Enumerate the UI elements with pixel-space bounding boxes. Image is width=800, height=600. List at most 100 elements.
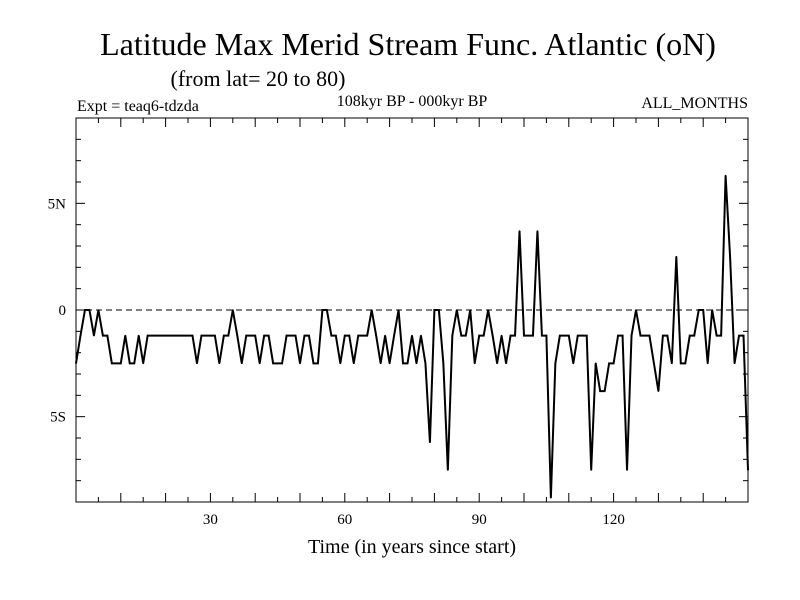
data-point: [402, 362, 404, 365]
data-point: [630, 334, 633, 337]
data-point: [97, 309, 100, 311]
chart-title: Latitude Max Merid Stream Func. Atlantic…: [100, 26, 716, 62]
data-point: [196, 362, 198, 365]
data-point: [550, 496, 552, 499]
data-point: [469, 309, 472, 311]
data-point: [93, 334, 95, 337]
data-point: [267, 334, 270, 337]
data-point: [608, 362, 610, 365]
data-point: [146, 334, 149, 337]
data-point: [572, 362, 575, 365]
data-point: [352, 362, 355, 365]
data-point: [456, 309, 458, 311]
data-point: [397, 309, 400, 311]
data-point: [724, 174, 727, 177]
data-point: [312, 362, 315, 365]
data-point: [411, 334, 413, 337]
x-axis-ticks: [97, 118, 727, 502]
data-point: [164, 334, 167, 337]
data-point: [527, 334, 530, 337]
data-point: [258, 362, 261, 365]
data-point: [500, 334, 503, 337]
data-point: [536, 230, 539, 232]
data-point: [460, 334, 463, 337]
data-point: [115, 362, 118, 365]
data-point: [438, 309, 440, 311]
data-point: [554, 362, 557, 365]
data-point: [433, 309, 436, 311]
data-point: [124, 334, 127, 337]
data-point: [545, 334, 548, 337]
data-point: [473, 362, 476, 365]
data-point: [240, 362, 243, 365]
data-point: [348, 334, 351, 337]
chart-subtitle: (from lat= 20 to 80): [171, 66, 346, 91]
data-point: [344, 334, 346, 337]
data-point: [254, 334, 256, 337]
data-point: [79, 334, 82, 337]
data-point: [223, 334, 225, 337]
x-axis-tick-labels: 30 60 90 120: [203, 512, 625, 528]
x-tick-label: 120: [602, 512, 625, 528]
data-point: [245, 334, 248, 337]
data-point: [415, 362, 418, 365]
data-point: [160, 334, 162, 337]
data-point: [523, 334, 525, 337]
y-axis-tick-labels: 5N 0 5S: [48, 196, 67, 425]
data-point: [514, 334, 516, 337]
data-point: [214, 334, 216, 337]
data-point: [532, 334, 534, 337]
x-tick-label: 90: [472, 512, 487, 528]
data-point: [680, 362, 682, 365]
data-point: [585, 334, 588, 337]
data-point: [706, 362, 709, 365]
data-point: [648, 334, 651, 337]
data-point: [653, 362, 655, 365]
y-tick-label: 5N: [48, 196, 67, 212]
data-point: [657, 390, 660, 392]
data-point: [442, 362, 445, 365]
data-point: [720, 334, 722, 337]
data-point: [151, 334, 153, 337]
data-point: [424, 362, 427, 365]
data-point: [294, 334, 297, 337]
data-point: [137, 334, 140, 337]
data-point: [742, 334, 745, 337]
data-point: [675, 255, 678, 258]
data-point: [361, 334, 364, 337]
data-point: [541, 334, 543, 337]
data-point: [429, 441, 431, 444]
data-point: [173, 334, 176, 337]
data-point: [263, 334, 265, 337]
data-point: [671, 362, 673, 365]
data-point: [75, 362, 77, 365]
data-point: [128, 362, 131, 365]
data-point: [321, 309, 324, 311]
data-point: [568, 334, 570, 337]
data-point: [697, 309, 700, 311]
data-point: [249, 334, 252, 337]
data-point: [393, 334, 395, 337]
data-point: [290, 334, 292, 337]
data-point: [370, 309, 373, 311]
period-label: 108kyr BP - 000kyr BP: [337, 93, 488, 110]
data-point: [339, 362, 342, 365]
data-point: [182, 334, 185, 337]
data-point: [326, 309, 328, 311]
x-tick-label: 30: [203, 512, 218, 528]
data-point: [702, 309, 704, 311]
series-points: [75, 174, 749, 499]
data-point: [599, 390, 601, 392]
data-point: [487, 309, 489, 311]
data-point: [178, 334, 180, 337]
data-point: [666, 334, 669, 337]
data-point: [684, 362, 687, 365]
data-point: [581, 334, 584, 337]
data-point: [357, 334, 360, 337]
data-point: [84, 309, 86, 311]
data-point: [133, 362, 136, 365]
season-label: ALL_MONTHS: [641, 95, 748, 112]
data-point: [621, 334, 624, 337]
data-point: [106, 334, 109, 337]
